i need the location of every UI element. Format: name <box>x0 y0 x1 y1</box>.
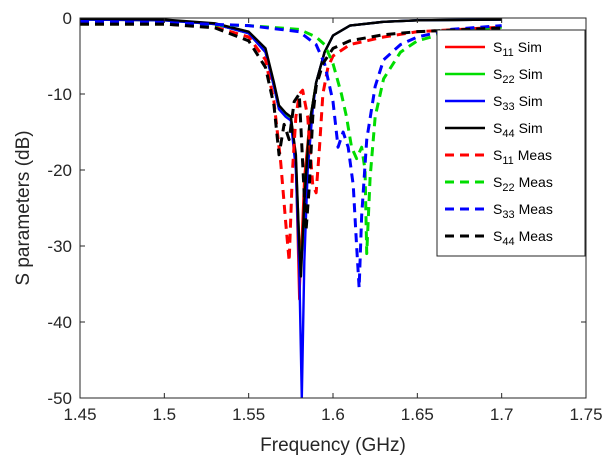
x-tick-label: 1.75 <box>569 405 602 424</box>
x-axis-label: Frequency (GHz) <box>260 435 406 456</box>
legend-entry-label: S11 Meas <box>493 147 552 167</box>
legend-entry-label: S33 Sim <box>493 93 543 113</box>
series-line-s44-meas <box>80 22 502 233</box>
x-tick-label: 1.55 <box>232 405 265 424</box>
tick-layer: 1.45 1.5 1.55 1.6 1.65 1.7 1.75 0 -10 -20 -30 -40 -5… <box>47 9 602 424</box>
x-tick-label: 1.6 <box>321 405 345 424</box>
y-axis-label: S parameters (dB) <box>13 130 34 285</box>
legend-entry-label: S22 Sim <box>493 66 543 86</box>
legend-entry-label: S44 Meas <box>493 228 553 248</box>
legend-entry-label: S11 Sim <box>493 39 542 59</box>
legend-entry-label: S22 Meas <box>493 174 553 194</box>
legend-box <box>436 29 586 257</box>
series-line-s33-meas <box>80 20 502 290</box>
x-tick-label: 1.45 <box>63 405 96 424</box>
y-tick-label: -20 <box>47 161 72 180</box>
series-layer <box>80 18 502 398</box>
x-tick-label: 1.7 <box>490 405 514 424</box>
y-tick-label: 0 <box>63 9 72 28</box>
y-tick-label: -50 <box>47 389 72 408</box>
legend-entry-label: S33 Meas <box>493 201 553 221</box>
series-line-s22-meas <box>80 22 502 256</box>
y-tick-label: -10 <box>47 85 72 104</box>
series-line-s11-meas <box>80 22 502 263</box>
x-tick-label: 1.65 <box>401 405 434 424</box>
legend-entry-label: S44 Sim <box>493 120 543 140</box>
x-tick-label: 1.5 <box>153 405 177 424</box>
legend: S11 Sim S22 Sim S33 Sim S44 Sim S11 Meas S22 Meas S3… <box>436 29 586 257</box>
y-tick-label: -30 <box>47 237 72 256</box>
series-line-s44-sim <box>80 18 502 278</box>
y-tick-label: -40 <box>47 313 72 332</box>
